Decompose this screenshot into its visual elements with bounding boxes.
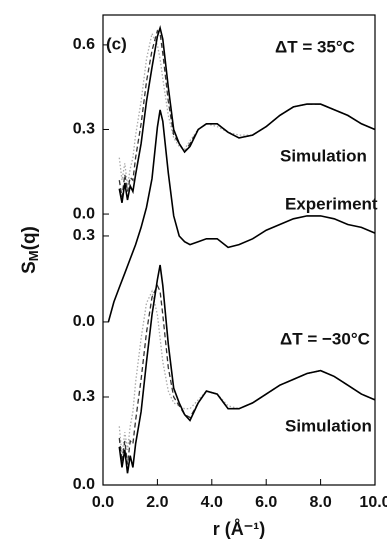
y-axis-label: SM(q) [19,226,41,274]
annotation: ΔT = −30°C [280,329,370,348]
x-axis-label: r (Å⁻¹) [213,519,266,539]
y-tick-label: 0.6 [73,36,95,53]
annotation: ΔT = 35°C [275,37,355,56]
y-label-rest: (q) [19,226,40,250]
x-tick-label: 4.0 [201,494,223,511]
annotation: (c) [106,34,127,53]
y-tick-label: 0.3 [73,388,95,405]
data-line [107,109,376,323]
data-line [118,25,376,203]
data-line [118,264,376,474]
annotation: Simulation [280,146,367,165]
y-tick-label: 0.0 [73,205,95,222]
x-tick-label: 6.0 [255,494,277,511]
y-label-main: S [19,261,40,274]
x-tick-label: 2.0 [146,494,168,511]
y-tick-label: 0.0 [73,313,95,330]
annotation: Experiment [285,194,378,213]
y-label-sub: M [26,250,41,261]
x-tick-label: 0.0 [92,494,114,511]
y-tick-label: 0.3 [73,227,95,244]
y-tick-label: 0.0 [73,476,95,493]
x-tick-label: 10.0 [359,494,387,511]
y-tick-label: 0.3 [73,121,95,138]
annotation: Simulation [285,416,372,435]
data-line [118,283,376,465]
plot-frame [102,14,376,486]
x-tick-label: 8.0 [309,494,331,511]
data-line [118,31,376,187]
